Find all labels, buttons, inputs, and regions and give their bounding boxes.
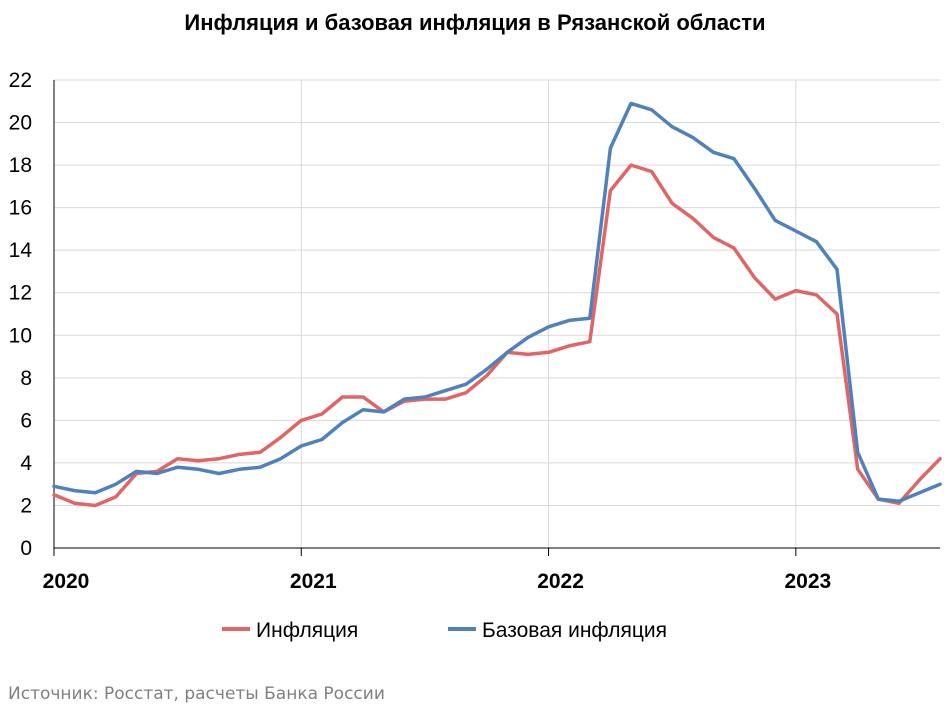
source-note: Источник: Росстат, расчеты Банка России bbox=[8, 684, 385, 704]
x-tick-label: 2022 bbox=[537, 570, 584, 593]
x-axis-ticks: 2020 2021 2022 2023 bbox=[43, 570, 832, 593]
y-tick-label: 4 bbox=[20, 452, 32, 475]
y-tick-label: 18 bbox=[9, 154, 32, 177]
x-tick-label: 2023 bbox=[784, 570, 831, 593]
chart-title: Инфляция и базовая инфляция в Рязанской … bbox=[184, 10, 766, 35]
y-tick-label: 20 bbox=[9, 112, 32, 135]
legend-label-1: Базовая инфляция bbox=[482, 619, 667, 642]
legend-label-0: Инфляция bbox=[256, 619, 358, 642]
y-axis-ticks: 0 2 4 6 8 10 12 14 16 18 20 22 bbox=[9, 69, 33, 560]
y-tick-label: 12 bbox=[9, 282, 32, 305]
axes bbox=[53, 80, 940, 556]
y-tick-label: 14 bbox=[9, 239, 33, 262]
x-tick-label: 2020 bbox=[43, 570, 90, 593]
series-line-0 bbox=[52, 163, 942, 508]
y-tick-label: 8 bbox=[20, 367, 32, 390]
y-tick-label: 6 bbox=[20, 409, 32, 432]
y-tick-label: 22 bbox=[9, 69, 32, 92]
y-tick-label: 2 bbox=[20, 494, 32, 517]
series-lines bbox=[52, 101, 942, 508]
series-line-1 bbox=[52, 101, 942, 503]
y-tick-label: 0 bbox=[20, 537, 32, 560]
y-tick-label: 10 bbox=[9, 324, 32, 347]
legend: Инфляция Базовая инфляция bbox=[222, 619, 667, 642]
gridlines bbox=[53, 79, 940, 548]
y-tick-label: 16 bbox=[9, 197, 32, 220]
x-tick-label: 2021 bbox=[290, 570, 337, 593]
